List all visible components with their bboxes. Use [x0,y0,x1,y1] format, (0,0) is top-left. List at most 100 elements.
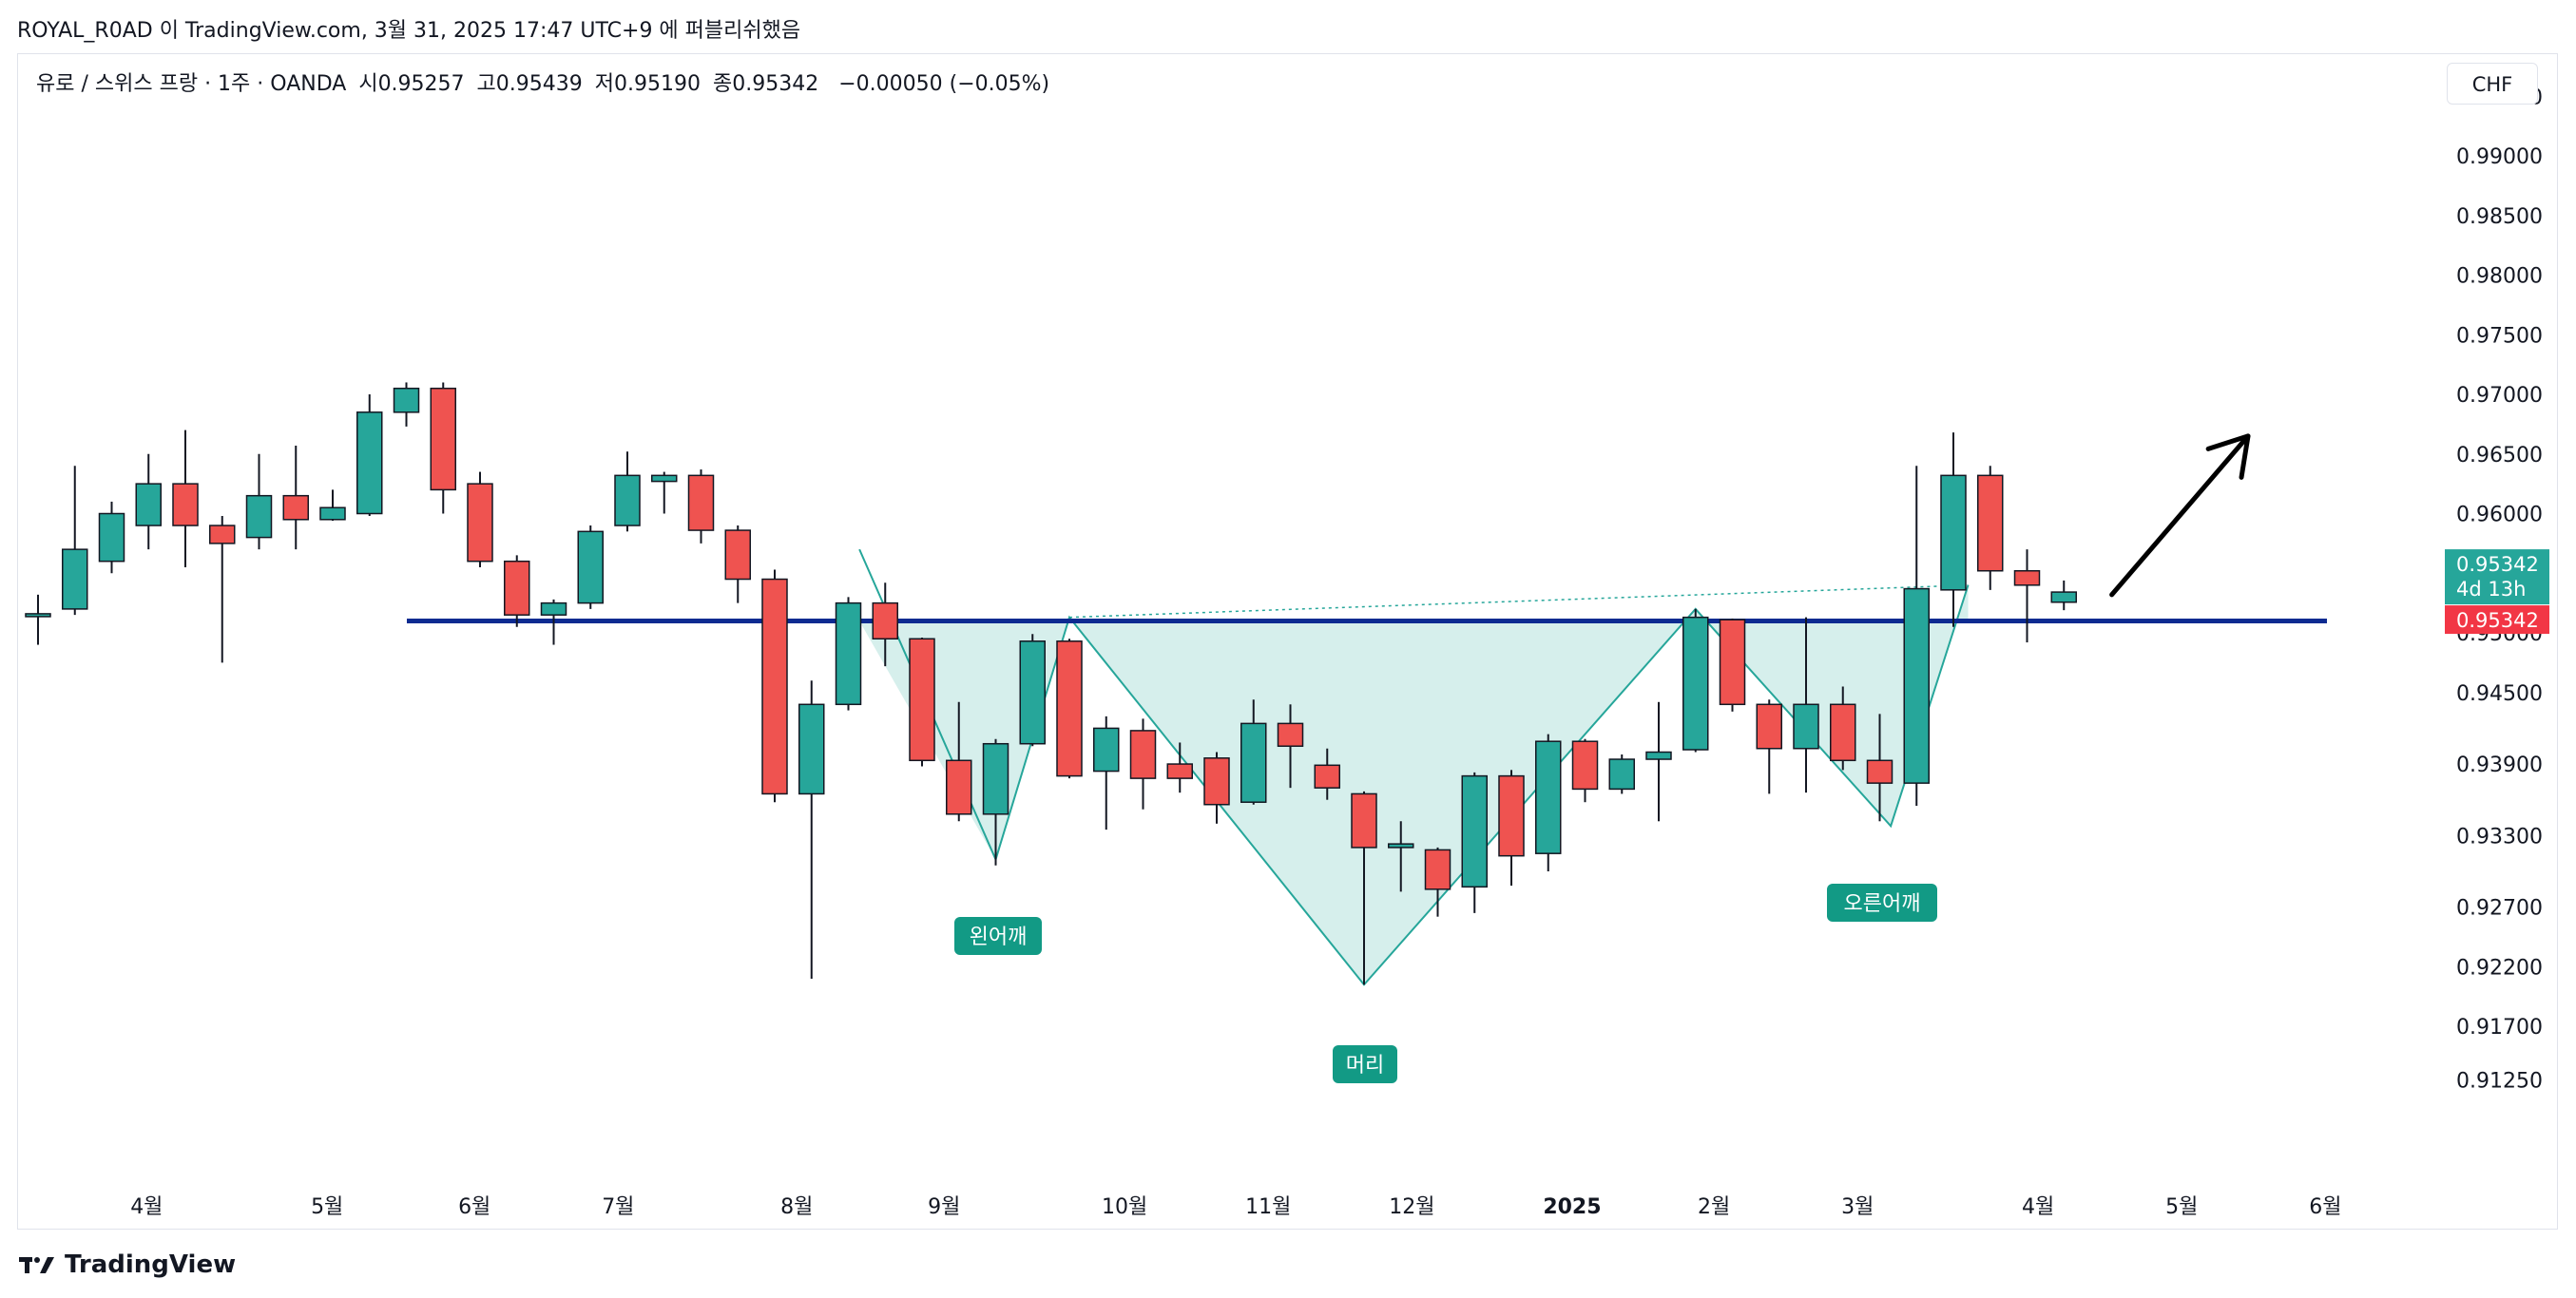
candle-up[interactable] [982,738,1009,866]
candle-body [282,494,309,521]
candle-up[interactable] [2050,580,2077,611]
candle-down[interactable] [2013,549,2041,643]
time-tick-label: 12월 [1389,1195,1434,1219]
candle-body [1535,740,1562,854]
candle-body [1388,843,1414,849]
candle-up[interactable] [1240,699,1267,805]
candle-body [135,483,162,526]
candle-down[interactable] [724,525,751,603]
candle-body [687,474,715,531]
candle-up[interactable] [135,453,162,550]
candle-body [2050,591,2077,603]
candle-down[interactable] [761,569,788,803]
candle-up[interactable] [835,597,862,711]
last-price-box [2445,605,2549,635]
candle-down[interactable] [946,701,972,822]
candle-body [1424,849,1451,890]
candle-up[interactable] [1645,701,1672,822]
close-label: 종 [713,72,733,96]
candle-up[interactable] [577,525,604,609]
candle-body [872,601,898,640]
candle-up[interactable] [393,382,420,427]
candle-up[interactable] [540,599,567,645]
price-tick-label: 0.91700 [2456,1016,2543,1040]
candle-up[interactable] [1019,634,1046,747]
candle-body [614,474,641,526]
candle-up[interactable] [1093,716,1120,830]
candle-up[interactable] [245,453,273,550]
candle-body [1203,757,1230,806]
candle-down[interactable] [1719,618,1746,712]
candles-group [25,382,2077,985]
candle-up[interactable] [356,394,383,517]
price-tick-label: 0.98500 [2456,205,2543,229]
candle-up[interactable] [1608,754,1635,794]
head-label[interactable]: 머리 [1333,1045,1397,1083]
candle-up[interactable] [319,489,346,522]
candle-up[interactable] [614,451,641,532]
candle-down[interactable] [1866,714,1894,822]
candle-body [577,530,604,604]
candle-down[interactable] [467,471,493,567]
candle-down[interactable] [1129,718,1157,810]
candle-down[interactable] [872,582,898,667]
last-price-text: 0.95342 [2456,609,2539,632]
candle-body [1498,774,1525,857]
candle-down[interactable] [1756,699,1782,794]
candle-down[interactable] [504,555,530,627]
candle-up[interactable] [1903,466,1930,806]
candle-down[interactable] [1830,686,1856,771]
candle-down[interactable] [909,638,935,767]
candle-up[interactable] [62,466,88,616]
candle-body [1940,474,1967,591]
time-tick-label: 3월 [1841,1195,1874,1219]
candle-up[interactable] [1793,617,1819,793]
candle-down[interactable] [1571,738,1599,803]
candle-body [1351,792,1377,849]
price-tick-label: 0.93300 [2456,825,2543,849]
candle-up[interactable] [1682,608,1709,753]
candle-down[interactable] [1424,847,1451,917]
right-shoulder-label[interactable]: 오른어깨 [1827,884,1937,922]
candle-down[interactable] [282,445,309,550]
candle-up[interactable] [25,594,51,645]
candle-down[interactable] [1498,770,1525,887]
left-shoulder-label-bg [954,917,1042,955]
candle-up[interactable] [1388,821,1414,892]
candle-down[interactable] [1277,704,1304,789]
chart-frame[interactable] [17,53,2558,1230]
candle-down[interactable] [1166,742,1193,793]
left-shoulder-label[interactable]: 왼어깨 [954,917,1042,955]
countdown-text: 4d 13h [2456,578,2526,601]
last-price-badge[interactable]: 0.95342 [2445,605,2549,635]
candle-up[interactable] [1461,772,1488,913]
footer-brand[interactable]: TradingView [19,1250,236,1279]
high-value: 0.95439 [495,72,583,96]
candle-up[interactable] [1940,432,1967,627]
candle-down[interactable] [1977,466,2004,590]
candle-body [1608,758,1635,791]
candle-body [1166,763,1193,779]
candle-down[interactable] [1203,752,1230,824]
candle-up[interactable] [651,471,678,514]
candle-down[interactable] [209,516,236,663]
current-price-text: 0.95342 [2456,553,2539,576]
candle-up[interactable] [98,501,125,574]
candle-body [1314,764,1340,789]
symbol-name[interactable]: 유로 / 스위스 프랑 · 1주 · OANDA [36,72,347,96]
candle-down[interactable] [1056,639,1083,779]
candle-down[interactable] [172,429,199,567]
candle-down[interactable] [1314,748,1340,800]
candle-up[interactable] [1535,734,1562,871]
time-tick-label: 8월 [780,1195,813,1219]
price-tick-label: 0.92200 [2456,956,2543,980]
currency-button[interactable]: CHF [2447,63,2538,105]
candle-up[interactable] [798,680,825,979]
candle-down[interactable] [687,469,715,544]
left-shoulder-label-text: 왼어깨 [970,926,1028,949]
candle-down[interactable] [1351,791,1377,985]
candle-body [1977,474,2004,572]
candle-down[interactable] [430,382,456,514]
